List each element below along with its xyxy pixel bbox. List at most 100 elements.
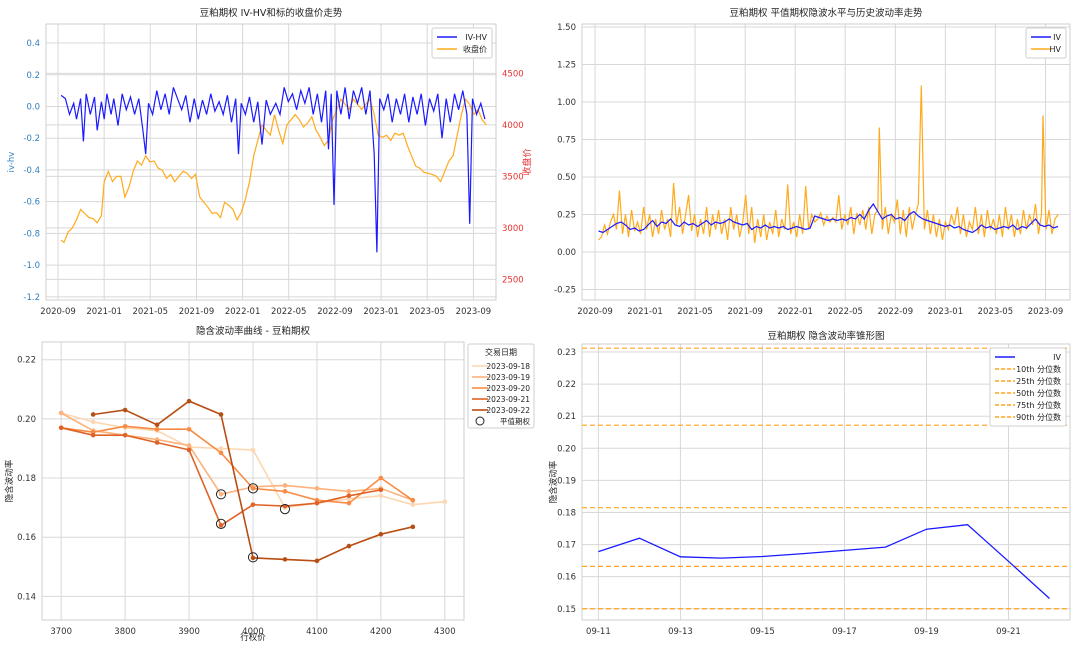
x-tick-label: 2023-01 xyxy=(363,307,399,317)
series-line-iv-hv xyxy=(60,87,486,253)
smile-point xyxy=(218,523,224,528)
legend-label: IV-HV xyxy=(465,33,487,42)
y-tick-label: 0.15 xyxy=(557,605,576,615)
smile-point xyxy=(58,425,64,431)
y-axis-label: iv-hv xyxy=(7,152,17,173)
chart-title: 隐含波动率曲线 - 豆粕期权 xyxy=(196,325,310,337)
smile-point xyxy=(122,423,128,429)
atm-marker xyxy=(247,552,259,563)
legend-label: 75th 分位数 xyxy=(1016,400,1061,410)
legend-title: 交易日期 xyxy=(485,347,517,357)
atm-marker xyxy=(279,503,291,515)
y-tick-label: 0.16 xyxy=(557,573,576,583)
x-axis-label: 行权价 xyxy=(240,632,266,643)
smile-point xyxy=(346,493,352,499)
y-tick-label: 0.25 xyxy=(557,211,576,221)
smile-point xyxy=(154,440,160,445)
smile-point xyxy=(250,502,256,507)
y2-axis-label: 收盘价 xyxy=(521,148,533,175)
smile-point xyxy=(282,483,288,488)
x-tick-label: 2021-05 xyxy=(677,307,713,317)
y-tick-label: 1.00 xyxy=(557,98,576,108)
smile-point xyxy=(346,489,352,494)
legend-box xyxy=(989,347,1067,427)
legend-label: 2023-09-18 xyxy=(486,362,530,371)
x-tick-label: 2023-05 xyxy=(409,307,445,317)
atm-marker xyxy=(215,518,227,529)
x-tick-label: 2023-05 xyxy=(978,307,1014,317)
x-tick-label: 3800 xyxy=(114,627,136,637)
x-tick-label: 3700 xyxy=(50,627,72,637)
x-tick-label: 2022-05 xyxy=(271,307,307,317)
atm-iv-hv-panel: 豆粕期权 平值期权隐波水平与历史波动率走势 2020-09 2021-01 2021-… xyxy=(554,7,1071,317)
smile-line-2023-09-21 xyxy=(61,427,382,527)
y-tick-label: 1.25 xyxy=(557,61,576,71)
x-tick-label: 2022-01 xyxy=(225,307,261,317)
series-line-iv xyxy=(598,524,1050,599)
smile-point xyxy=(346,500,352,506)
y-tick-label: 0.50 xyxy=(557,173,576,183)
y-tick-label: 0.2 xyxy=(26,71,40,81)
smile-point xyxy=(378,475,384,481)
smile-point xyxy=(122,432,128,438)
y-tick-label: 0.19 xyxy=(557,476,576,486)
y-tick-label: 0.21 xyxy=(557,412,576,422)
y-tick-label: -0.6 xyxy=(23,198,40,208)
x-tick-label: 4000 xyxy=(242,627,264,637)
y-tick-label: 0.17 xyxy=(557,541,576,551)
smile-point xyxy=(410,524,416,530)
smile-point xyxy=(154,426,160,432)
legend-box xyxy=(467,343,535,429)
x-tick-label: 4100 xyxy=(306,627,328,637)
series-line-close-price xyxy=(60,97,487,244)
series-line-hv xyxy=(598,85,1059,244)
legend-label: 90th 分位数 xyxy=(1016,412,1061,422)
x-tick-label: 2022-05 xyxy=(827,307,863,317)
smile-point xyxy=(378,487,384,493)
x-tick-label: 2022-09 xyxy=(878,307,914,317)
x-tick-label: 2021-01 xyxy=(86,307,122,317)
y-tick-label: 0.20 xyxy=(557,444,576,454)
smile-point xyxy=(186,426,192,432)
legend-box xyxy=(431,27,493,59)
y2-tick-label: 4000 xyxy=(502,121,524,131)
smile-point xyxy=(186,398,192,404)
plot-frame xyxy=(45,23,497,301)
plot-frame xyxy=(581,23,1071,301)
y-axis-label: 隐含波动率 xyxy=(4,459,15,502)
smile-point xyxy=(218,412,224,417)
y-tick-label: 0.0 xyxy=(26,102,40,112)
legend-label: 2023-09-19 xyxy=(486,373,530,382)
legend-label: HV xyxy=(1050,45,1062,54)
smile-point xyxy=(122,407,128,413)
smile-point xyxy=(442,499,448,505)
x-tick-label: 09-11 xyxy=(586,627,611,637)
x-tick-label: 2021-09 xyxy=(727,307,763,317)
atm-marker xyxy=(247,483,259,494)
y-tick-label: 0.23 xyxy=(557,348,576,358)
legend-atm-swatch xyxy=(475,416,485,426)
x-tick-label: 2020-09 xyxy=(577,307,613,317)
smile-point xyxy=(186,443,192,448)
y2-tick-label: 4500 xyxy=(502,69,524,79)
x-tick-label: 09-19 xyxy=(914,627,939,637)
smile-point xyxy=(346,543,352,549)
x-tick-label: 09-21 xyxy=(996,627,1021,637)
smile-point xyxy=(410,497,416,503)
plot-frame xyxy=(41,341,465,621)
x-tick-label: 2020-09 xyxy=(40,307,76,317)
legend-label: 平值期权 xyxy=(500,416,530,426)
smile-point xyxy=(90,419,96,425)
smile-point xyxy=(250,486,256,491)
y-axis-label: 隐含波动率 xyxy=(548,460,559,503)
chart-title: 豆粕期权 隐含波动率锥形图 xyxy=(767,330,884,342)
y-tick-label: 0.16 xyxy=(17,533,36,543)
y-tick-label: -0.4 xyxy=(23,166,40,176)
atm-marker xyxy=(215,489,227,500)
x-tick-label: 2021-09 xyxy=(179,307,215,317)
smile-point xyxy=(282,557,288,562)
legend-label: 10th 分位数 xyxy=(1016,364,1061,374)
x-tick-label: 4200 xyxy=(370,627,392,637)
smile-line-2023-09-20 xyxy=(61,425,414,505)
